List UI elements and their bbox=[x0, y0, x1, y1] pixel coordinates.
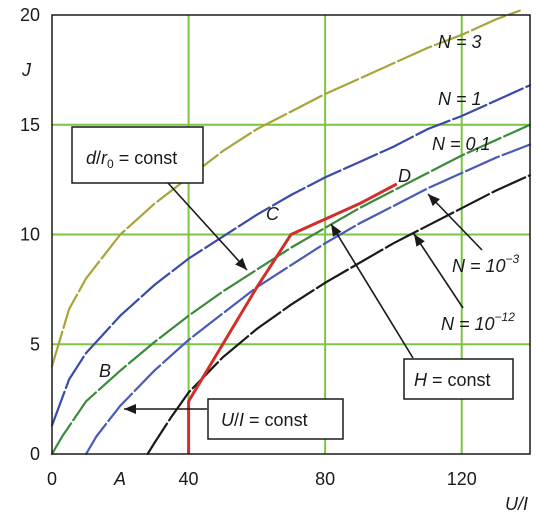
y-tick-label: 0 bbox=[30, 444, 40, 464]
label-nm12-exp: −12 bbox=[495, 310, 516, 324]
plot-frame bbox=[51, 14, 531, 455]
label-d-r0: d/r0 = const bbox=[86, 148, 177, 171]
annotation-arrows bbox=[124, 182, 483, 414]
x-tick-label: 80 bbox=[315, 469, 335, 489]
point-a: A bbox=[113, 469, 126, 489]
box-h-const bbox=[403, 358, 514, 400]
process-path-line bbox=[187, 182, 398, 454]
series-line-nm12 bbox=[146, 174, 532, 456]
x-axis-label: U/I bbox=[505, 494, 528, 514]
point-c: C bbox=[266, 204, 280, 224]
label-d-r0-r: r bbox=[101, 148, 108, 168]
process-path bbox=[187, 182, 398, 454]
label-n1: N = 1 bbox=[438, 89, 482, 109]
y-tick-label: 5 bbox=[30, 334, 40, 354]
series-line-nm3 bbox=[85, 143, 532, 456]
arrow-d-r0 bbox=[167, 182, 248, 271]
x-tick-label: 120 bbox=[447, 469, 477, 489]
x-tick-label: 0 bbox=[47, 469, 57, 489]
box-ui-const bbox=[207, 398, 344, 440]
label-h-const: H = const bbox=[414, 370, 491, 390]
label-ui-const-u: U bbox=[221, 410, 235, 430]
arrow-h-const bbox=[330, 223, 414, 359]
label-n3: N = 3 bbox=[438, 32, 482, 52]
y-tick-label: 20 bbox=[20, 5, 40, 25]
point-b: B bbox=[99, 361, 111, 381]
label-h-const-rest: = const bbox=[427, 370, 491, 390]
y-tick-label: 15 bbox=[20, 115, 40, 135]
label-nm3-base: N = 10 bbox=[452, 256, 506, 276]
label-n01: N = 0,1 bbox=[432, 134, 491, 154]
box-d-r0 bbox=[71, 126, 204, 184]
tick-labels: 0 40 80 120 0 5 10 15 20 bbox=[20, 5, 477, 489]
series-line-n3 bbox=[50, 9, 521, 368]
arrow-nm12-head bbox=[414, 234, 425, 247]
arrow-nm3-head bbox=[428, 194, 440, 207]
label-d-r0-sub: 0 bbox=[107, 157, 114, 171]
plot-area-border bbox=[51, 14, 531, 455]
point-d: D bbox=[398, 166, 411, 186]
label-ui-const-i: I bbox=[239, 410, 244, 430]
label-d-r0-rest: = const bbox=[114, 148, 178, 168]
label-nm3: N = 10−3 bbox=[452, 252, 520, 276]
label-h-const-h: H bbox=[414, 370, 428, 390]
label-d-r0-d: d bbox=[86, 148, 97, 168]
arrow-ui-const-head bbox=[124, 404, 136, 414]
arrow-h-const-head bbox=[331, 224, 342, 237]
label-d-r0-slash: / bbox=[96, 148, 101, 168]
y-axis-label: J bbox=[21, 60, 32, 80]
label-ui-const-rest: = const bbox=[244, 410, 308, 430]
y-tick-label: 10 bbox=[20, 225, 40, 245]
label-ui-const-slash: / bbox=[234, 410, 239, 430]
label-nm3-exp: −3 bbox=[506, 252, 520, 266]
arrow-nm3 bbox=[427, 193, 483, 251]
arrow-d-r0-head bbox=[235, 257, 247, 270]
label-nm12-base: N = 10 bbox=[441, 314, 495, 334]
arrow-nm12 bbox=[413, 233, 464, 309]
x-tick-label: 40 bbox=[179, 469, 199, 489]
label-ui-const: U/I = const bbox=[221, 410, 308, 430]
label-nm12: N = 10−12 bbox=[441, 310, 515, 334]
series-line-n1 bbox=[50, 84, 532, 427]
